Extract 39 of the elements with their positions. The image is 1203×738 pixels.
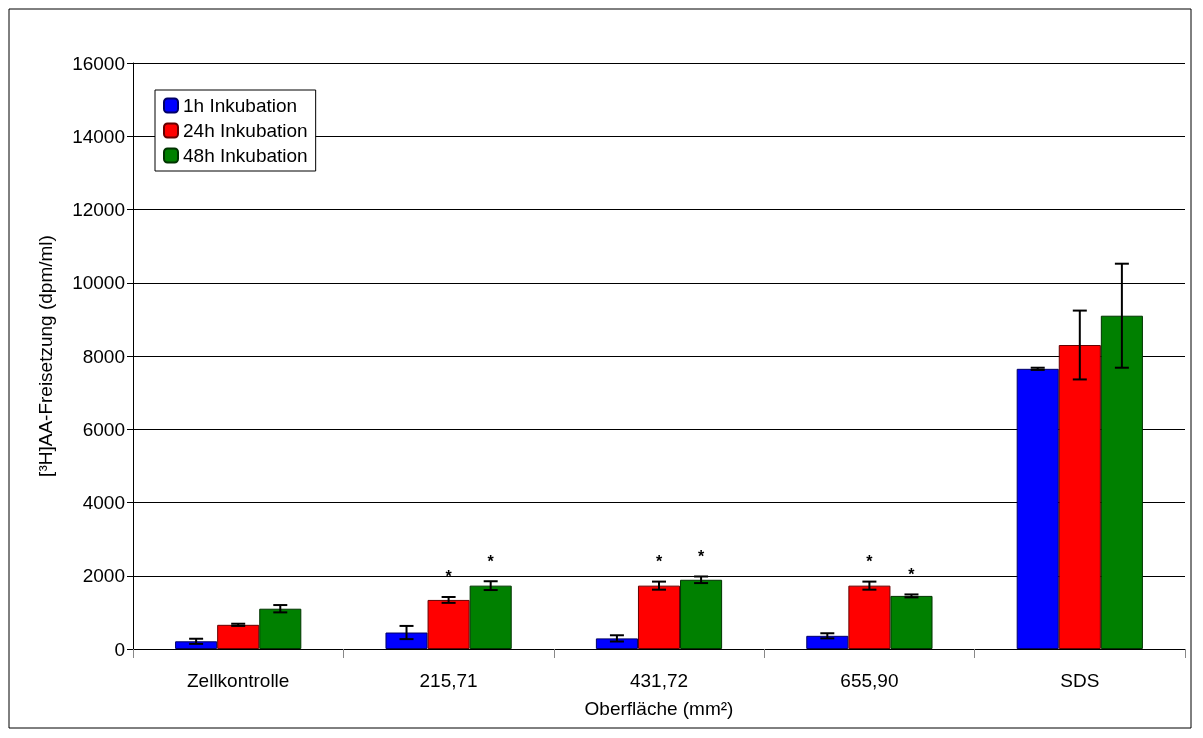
y-tick-label: 2000 <box>82 565 125 587</box>
x-tick-label: 215,71 <box>419 670 478 691</box>
x-tick-label: Zellkontrolle <box>186 670 290 691</box>
bar <box>890 595 933 649</box>
data-label: * <box>655 553 663 571</box>
bar <box>1100 315 1143 649</box>
y-tick-label: 6000 <box>82 418 125 440</box>
data-label: * <box>908 565 916 583</box>
x-axis-title: Oberfläche (mm²) <box>584 698 734 719</box>
legend-label: 24h Inkubation <box>183 120 308 141</box>
legend-label: 48h Inkubation <box>183 145 308 166</box>
y-tick-label: 12000 <box>72 199 125 220</box>
y-tick-label: 16000 <box>72 52 125 74</box>
bar <box>385 632 428 649</box>
y-tick-label: 14000 <box>72 125 125 147</box>
y-tick-label: 10000 <box>72 272 125 294</box>
legend-label: 1h Inkubation <box>183 95 298 116</box>
data-label: * <box>866 553 874 571</box>
y-tick-label: 8000 <box>82 345 125 367</box>
bar <box>806 635 849 649</box>
bar <box>595 638 638 649</box>
y-axis-title: [³H]AA-Freisetzung (dpm/ml) <box>35 235 56 477</box>
bar <box>848 585 891 649</box>
x-tick-label: 431,72 <box>629 670 689 691</box>
y-tick-label: 4000 <box>82 492 125 513</box>
x-tick-label: SDS <box>1060 670 1100 691</box>
bar <box>1016 368 1059 649</box>
y-tick-label: 0 <box>114 638 125 660</box>
bar <box>469 585 512 649</box>
bar <box>680 579 723 649</box>
data-label: * <box>697 547 705 565</box>
data-label: * <box>445 568 453 586</box>
bar <box>427 599 470 649</box>
bar <box>1058 345 1101 649</box>
data-label: * <box>487 552 495 570</box>
bar <box>637 585 681 649</box>
x-tick-label: 655,90 <box>840 670 899 691</box>
bar <box>217 624 260 649</box>
bar <box>259 608 302 649</box>
